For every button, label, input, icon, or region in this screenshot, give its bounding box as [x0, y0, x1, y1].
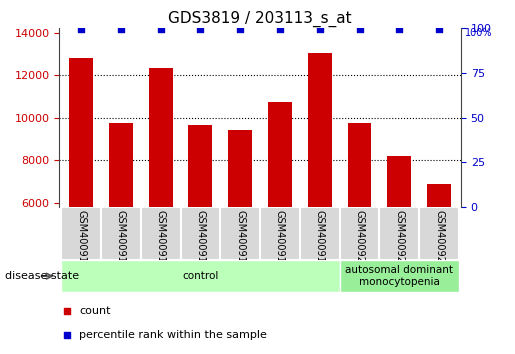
Title: GDS3819 / 203113_s_at: GDS3819 / 203113_s_at — [168, 11, 352, 27]
Text: GSM400921: GSM400921 — [394, 210, 404, 269]
Point — [117, 27, 125, 32]
Bar — [260, 207, 300, 260]
Point — [435, 27, 443, 32]
Bar — [339, 260, 459, 292]
Text: GSM400918: GSM400918 — [275, 210, 285, 269]
Text: control: control — [182, 271, 218, 281]
Bar — [220, 207, 260, 260]
Point — [276, 27, 284, 32]
Bar — [109, 123, 133, 331]
Bar — [427, 184, 451, 331]
Bar — [348, 123, 371, 331]
Point — [63, 308, 72, 314]
Bar — [380, 207, 419, 260]
Bar — [141, 207, 181, 260]
Point — [355, 27, 364, 32]
Text: 100%: 100% — [465, 28, 492, 38]
Bar — [387, 156, 411, 331]
Text: GSM400914: GSM400914 — [116, 210, 126, 269]
Bar — [300, 207, 339, 260]
Point — [63, 332, 72, 338]
Bar — [101, 207, 141, 260]
Bar — [181, 207, 220, 260]
Bar — [61, 207, 101, 260]
Text: disease state: disease state — [5, 271, 79, 281]
Bar — [69, 58, 93, 331]
Text: GSM400916: GSM400916 — [195, 210, 205, 269]
Bar — [419, 207, 459, 260]
Bar — [149, 68, 173, 331]
Point — [157, 27, 165, 32]
Text: GSM400922: GSM400922 — [434, 210, 444, 269]
Text: GSM400919: GSM400919 — [315, 210, 325, 269]
Bar — [268, 102, 292, 331]
Point — [77, 27, 85, 32]
Text: GSM400915: GSM400915 — [156, 210, 166, 269]
Bar — [339, 207, 380, 260]
Text: percentile rank within the sample: percentile rank within the sample — [79, 330, 267, 340]
Point — [236, 27, 244, 32]
Text: GSM400917: GSM400917 — [235, 210, 245, 269]
Text: autosomal dominant
monocytopenia: autosomal dominant monocytopenia — [345, 265, 453, 287]
Bar — [61, 260, 339, 292]
Point — [395, 27, 403, 32]
Bar — [308, 53, 332, 331]
Point — [316, 27, 324, 32]
Text: GSM400913: GSM400913 — [76, 210, 86, 269]
Bar — [188, 125, 212, 331]
Bar — [228, 131, 252, 331]
Text: count: count — [79, 306, 111, 316]
Point — [196, 27, 204, 32]
Text: GSM400920: GSM400920 — [354, 210, 365, 269]
